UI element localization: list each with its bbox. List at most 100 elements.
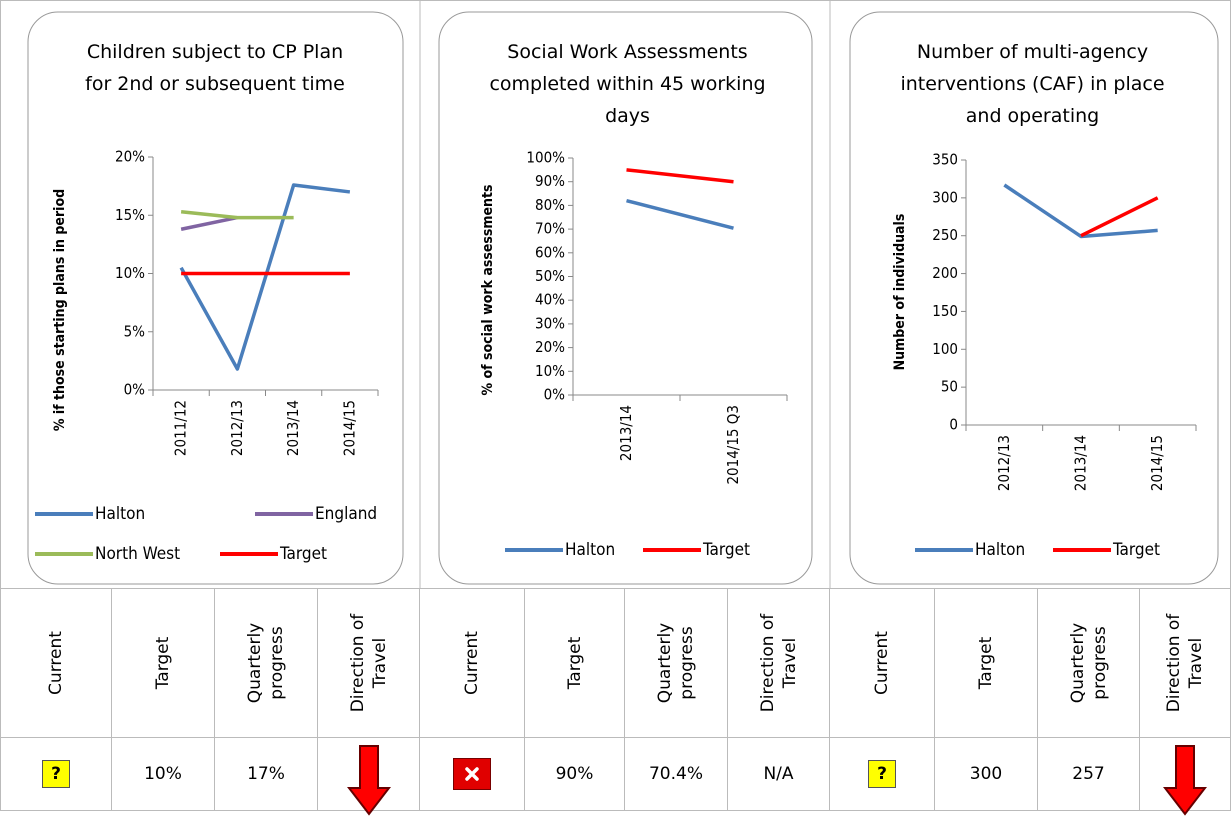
series-line [1003, 183, 1158, 239]
cell-text: 70.4% [648, 764, 703, 784]
y-tick-label: 10% [535, 362, 565, 380]
header-cell: Current [420, 588, 525, 738]
header-cell: Quarterly progress [1038, 588, 1140, 738]
header-cell: Target [935, 588, 1038, 738]
y-tick-label: 5% [124, 322, 146, 340]
y-tick-label: 90% [535, 172, 565, 190]
series-line [626, 198, 734, 230]
cell-text: 257 [1072, 764, 1105, 784]
x-tick-label: 2013/14 [617, 405, 635, 461]
chart-title: Social Work Assessments completed within… [489, 41, 766, 127]
y-tick-label: 250 [932, 226, 958, 244]
x-tick-label: 2012/13 [995, 435, 1013, 491]
y-tick-label: 0% [124, 381, 146, 399]
chart-title: Number of multi-agency interventions (CA… [900, 41, 1165, 127]
cell-text: 90% [555, 764, 594, 784]
chart-frame [438, 11, 813, 585]
y-tick-label: 50 [941, 378, 958, 396]
y-tick-label: 0 [949, 416, 958, 434]
cell-text: 17% [247, 764, 285, 784]
y-tick-label: 300 [932, 188, 958, 206]
data-cell [318, 738, 420, 816]
legend-label: Halton [975, 540, 1025, 560]
status-icon: ? [42, 760, 70, 788]
series-line [179, 183, 351, 371]
data-cell [1140, 738, 1231, 816]
data-cell: N/A [728, 738, 830, 811]
header-label: Current [872, 631, 892, 695]
chart-title: Children subject to CP Plan for 2nd or s… [85, 41, 345, 95]
header-label: Direction of Travel [757, 613, 800, 713]
header-label: Quarterly progress [245, 622, 287, 704]
y-tick-label: 70% [535, 220, 565, 238]
y-tick-label: 200 [932, 264, 958, 282]
legend-label: Target [1112, 540, 1160, 560]
cell-text: 300 [969, 764, 1003, 784]
y-tick-label: 20% [535, 338, 565, 356]
charts: 0% 5% 10% 15% 20% 2011/12 2012/13 2013/14 2014/1… [0, 0, 1231, 588]
cross-icon [465, 767, 479, 781]
series-line [180, 215, 238, 231]
header-label: Quarterly progress [655, 622, 697, 704]
data-cell: 70.4% [625, 738, 728, 811]
header-label: Current [46, 631, 66, 695]
y-tick-label: 350 [932, 151, 958, 169]
y-axis-label: % if those starting plans in period [52, 189, 68, 431]
header-cell: Current [830, 588, 935, 738]
y-tick-label: 0% [544, 386, 566, 404]
header-cell: Target [112, 588, 215, 738]
direction-arrow [1163, 745, 1207, 816]
y-tick-label: 10% [115, 264, 145, 282]
y-tick-label: 100 [932, 340, 958, 358]
data-cell: 10% [112, 738, 215, 811]
data-cell: 17% [215, 738, 318, 811]
chart-frame [27, 11, 404, 585]
header-cell: Target [525, 588, 625, 738]
data-cell: 90% [525, 738, 625, 811]
x-tick-label: 2013/14 [284, 400, 302, 456]
legend-label: Halton [95, 504, 145, 524]
header-label: Target [564, 636, 585, 690]
y-tick-label: 20% [115, 148, 145, 166]
header-label: Direction of Travel [347, 613, 390, 713]
status-icon [453, 758, 491, 790]
y-tick-label: 50% [535, 267, 565, 285]
y-tick-label: 100% [526, 149, 565, 167]
y-axis-label: % of social work assessments [480, 184, 496, 395]
cell-text: 10% [144, 764, 182, 784]
header-cell: Quarterly progress [625, 588, 728, 738]
data-cell: ? [830, 738, 935, 811]
y-tick-label: 15% [115, 206, 145, 224]
header-cell: Direction of Travel [318, 588, 420, 738]
header-cell: Direction of Travel [728, 588, 830, 738]
x-tick-label: 2014/15 [1148, 435, 1166, 491]
chart-frame [849, 11, 1219, 585]
data-cell: 300 [935, 738, 1038, 811]
y-tick-label: 30% [535, 314, 565, 332]
arrow-shape [346, 745, 391, 816]
series-line [180, 210, 294, 220]
legend-label: North West [95, 544, 180, 564]
series-line [626, 168, 734, 184]
header-cell: Quarterly progress [215, 588, 318, 738]
y-axis-label: Number of individuals [892, 214, 908, 371]
arrow-shape [1163, 745, 1207, 816]
header-cell: Current [0, 588, 112, 738]
x-tick-label: 2014/15 Q3 [724, 405, 742, 485]
x-tick-label: 2012/13 [228, 400, 246, 456]
status-icon: ? [868, 760, 896, 788]
y-tick-label: 60% [535, 243, 565, 261]
x-tick-label: 2014/15 [340, 400, 358, 456]
y-tick-label: 80% [535, 196, 565, 214]
cell-text: N/A [763, 764, 794, 784]
x-tick-label: 2011/12 [172, 400, 190, 456]
data-cell: ? [0, 738, 112, 811]
header-label: Quarterly progress [1067, 622, 1110, 704]
legend-label: Halton [565, 540, 615, 560]
x-tick-label: 2013/14 [1072, 435, 1090, 491]
header-cell: Direction of Travel [1140, 588, 1231, 738]
y-tick-label: 150 [932, 302, 958, 320]
legend-label: Target [279, 544, 327, 564]
header-label: Target [976, 636, 996, 690]
data-cell [420, 738, 525, 811]
